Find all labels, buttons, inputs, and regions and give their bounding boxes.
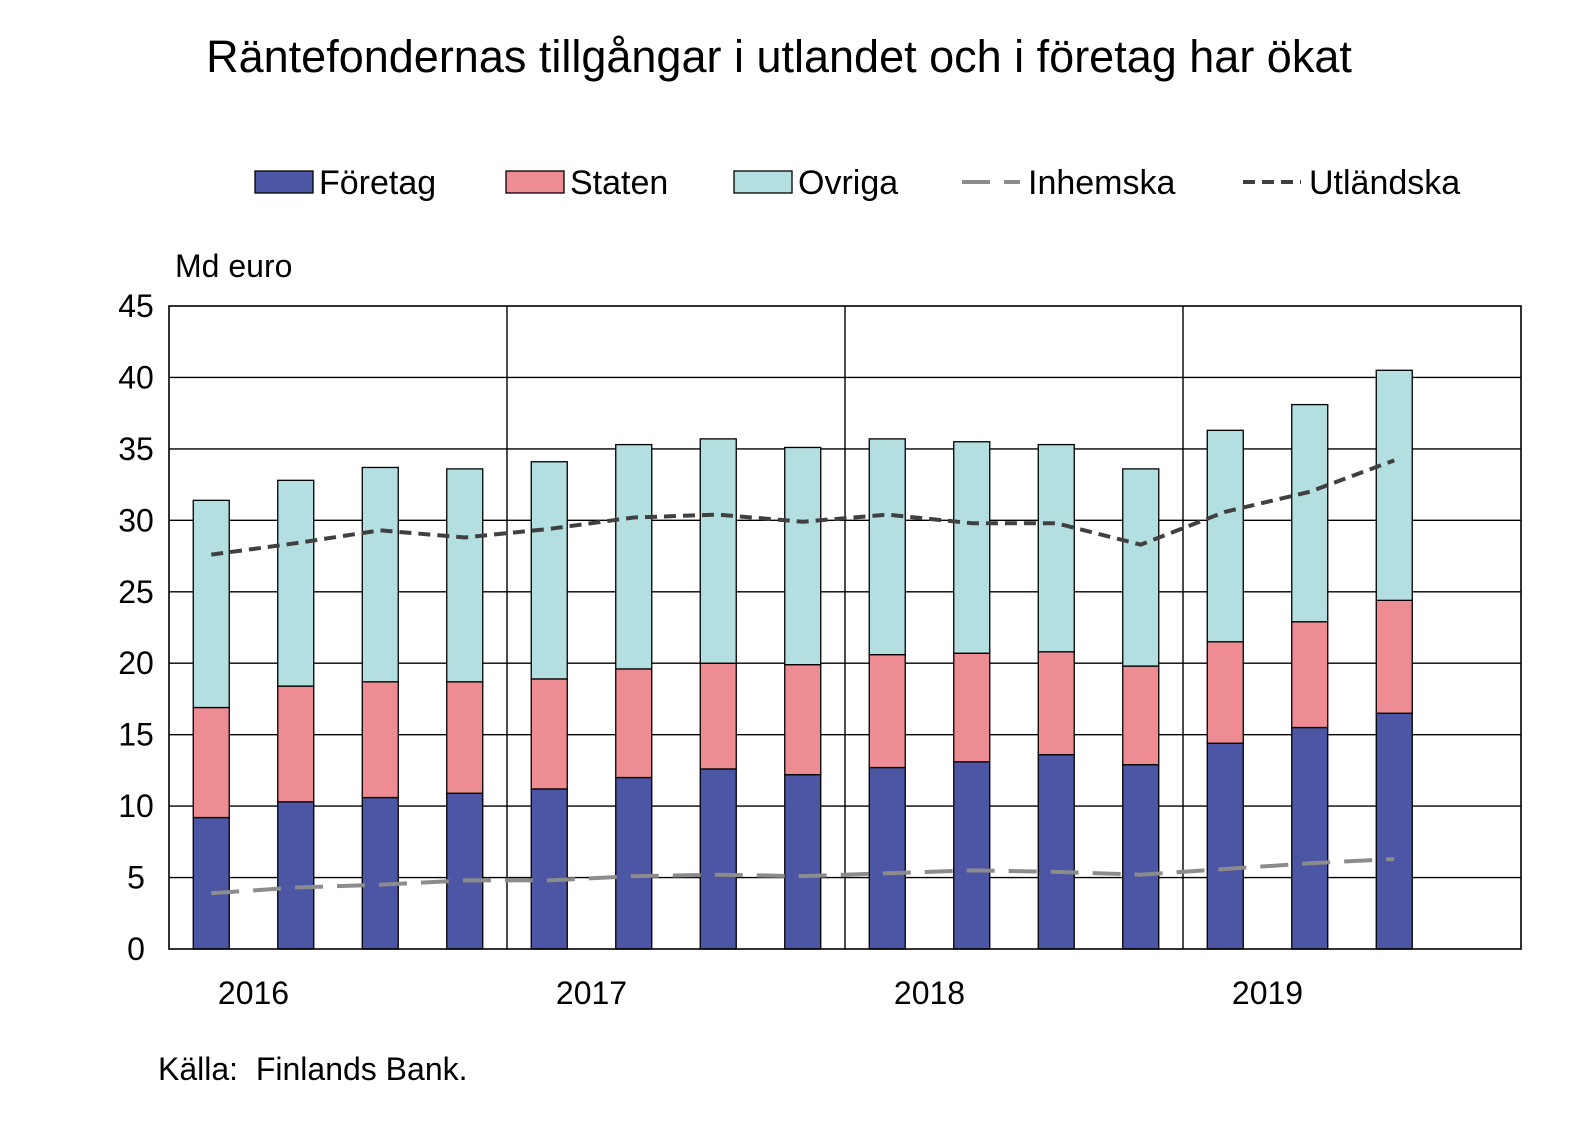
y-tick-label: 0: [127, 931, 145, 967]
y-tick-label: 20: [118, 645, 154, 681]
x-year-label: 2019: [1232, 975, 1303, 1011]
plot-frame: [168, 305, 1522, 950]
bar-företag-2018Q3: [1037, 754, 1075, 950]
legend-item-utländska: Utländska: [1243, 164, 1460, 202]
bar-företag-2017Q3: [699, 768, 737, 950]
x-year-labels: 2016 2017 2018 2019: [218, 975, 1303, 1011]
bar-staten-2018Q3: [1037, 651, 1075, 756]
bar-företag-2016Q4: [446, 792, 484, 950]
source-note: Källa: Finlands Bank.: [158, 1051, 468, 1087]
bar-ovriga-2019Q2: [1291, 403, 1329, 623]
legend-label: Ovriga: [798, 164, 898, 202]
bar-företag-2016Q3: [361, 796, 399, 950]
bar-staten-2019Q3: [1375, 599, 1413, 714]
series-lines: [210, 458, 1395, 896]
bar-företag-2019Q2: [1291, 726, 1329, 950]
bar-staten-2019Q1: [1206, 641, 1244, 744]
chart-title: Räntefondernas tillgångar i utlandet och…: [206, 31, 1352, 82]
bar-staten-2017Q4: [784, 664, 822, 776]
bar-staten-2018Q2: [953, 652, 991, 763]
bar-ovriga-2016Q1: [192, 499, 230, 709]
y-tick-labels: 0 5 10 15 20 25 30 35 40 45: [118, 288, 154, 967]
bar-företag-2017Q4: [784, 774, 822, 950]
legend-label: Utländska: [1309, 164, 1460, 202]
y-tick-label: 15: [118, 717, 154, 753]
bar-ovriga-2017Q3: [699, 438, 737, 664]
legend-label: Staten: [570, 164, 668, 202]
bar-staten-2017Q3: [699, 662, 737, 770]
bar-ovriga-2018Q4: [1122, 468, 1160, 667]
x-year-label: 2017: [556, 975, 627, 1011]
legend-item-inhemska: Inhemska: [962, 164, 1175, 202]
bar-staten-2017Q2: [615, 668, 653, 779]
legend-item-företag: Företag: [254, 164, 436, 202]
bar-ovriga-2018Q3: [1037, 443, 1075, 653]
bar-ovriga-2018Q1: [868, 438, 906, 656]
y-tick-label: 10: [118, 788, 154, 824]
bar-ovriga-2019Q3: [1375, 369, 1413, 602]
legend-label: Företag: [319, 164, 436, 202]
legend-label: Inhemska: [1028, 164, 1175, 202]
bar-ovriga-2017Q2: [615, 443, 653, 670]
axes: [168, 305, 1522, 950]
y-tick-label: 40: [118, 359, 154, 395]
legend-item-ovriga: Ovriga: [733, 164, 898, 202]
bar-staten-2018Q1: [868, 653, 906, 769]
legend-swatch: [505, 170, 565, 194]
bar-ovriga-2017Q1: [530, 461, 568, 680]
bar-företag-2017Q2: [615, 776, 653, 950]
y-tick-label: 5: [127, 860, 145, 896]
y-tick-label: 30: [118, 502, 154, 538]
x-year-label: 2016: [218, 975, 289, 1011]
y-tick-label: 35: [118, 431, 154, 467]
line-inhemska: [211, 856, 1395, 896]
bar-företag-2016Q2: [277, 801, 315, 950]
bar-företag-2018Q2: [953, 761, 991, 950]
y-tick-label: 25: [118, 574, 154, 610]
x-year-label: 2018: [894, 975, 965, 1011]
legend: Företag Staten Ovriga Inhemska Utländska: [254, 164, 1460, 202]
line-utländska: [210, 458, 1395, 557]
legend-item-staten: Staten: [505, 164, 668, 202]
bar-företag-2018Q1: [868, 766, 906, 950]
bar-ovriga-2016Q2: [277, 479, 315, 687]
bars: [192, 369, 1413, 950]
y-axis-label: Md euro: [175, 248, 292, 284]
bar-staten-2016Q3: [361, 681, 399, 799]
bar-ovriga-2019Q1: [1206, 429, 1244, 643]
bar-företag-2019Q1: [1206, 742, 1244, 950]
bar-staten-2016Q4: [446, 681, 484, 794]
bar-företag-2019Q3: [1375, 712, 1413, 950]
bar-staten-2017Q1: [530, 678, 568, 790]
bar-ovriga-2017Q4: [784, 446, 822, 666]
bar-företag-2018Q4: [1122, 764, 1160, 950]
bar-staten-2019Q2: [1291, 621, 1329, 729]
bar-staten-2016Q2: [277, 685, 315, 803]
y-tick-label: 45: [118, 288, 154, 324]
legend-swatch: [254, 170, 314, 194]
bar-staten-2018Q4: [1122, 665, 1160, 766]
bar-staten-2016Q1: [192, 706, 230, 819]
bar-ovriga-2016Q4: [446, 468, 484, 683]
bar-ovriga-2018Q2: [953, 441, 991, 654]
bar-företag-2017Q1: [530, 788, 568, 950]
bar-företag-2016Q1: [192, 816, 230, 950]
bar-ovriga-2016Q3: [361, 466, 399, 683]
legend-swatch: [733, 170, 793, 194]
